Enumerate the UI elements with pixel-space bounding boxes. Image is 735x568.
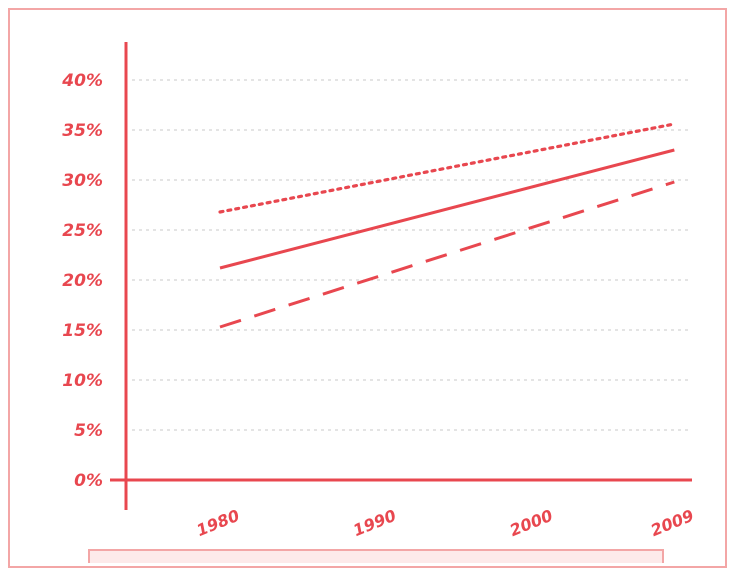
- y-tick-labels: 0% 5% 10% 15% 20% 25% 30% 35% 40%: [61, 71, 103, 491]
- y-tick-label: 40%: [61, 71, 103, 91]
- axes: [110, 42, 692, 510]
- x-tick-label: 2000: [507, 506, 555, 540]
- series-line-solid: [219, 148, 675, 270]
- y-tick-label: 10%: [62, 371, 103, 391]
- legend-box: [88, 549, 664, 563]
- series-line-dashed: [219, 180, 675, 329]
- x-tick-label: 1980: [194, 506, 242, 540]
- x-tick-labels: 1980 1990 2000 2009: [194, 506, 697, 540]
- series-lines: [218, 122, 676, 329]
- gridlines: [132, 79, 690, 431]
- y-tick-label: 15%: [62, 321, 103, 341]
- y-tick-label: 35%: [62, 121, 103, 141]
- y-tick-label: 25%: [62, 221, 103, 241]
- y-tick-label: 20%: [62, 271, 103, 291]
- y-tick-label: 5%: [74, 421, 103, 441]
- x-tick-label: 1990: [350, 506, 398, 540]
- y-tick-label: 30%: [62, 171, 103, 191]
- x-tick-label: 2009: [648, 506, 696, 540]
- y-tick-label: 0%: [74, 471, 103, 491]
- series-line-dotted: [218, 122, 676, 214]
